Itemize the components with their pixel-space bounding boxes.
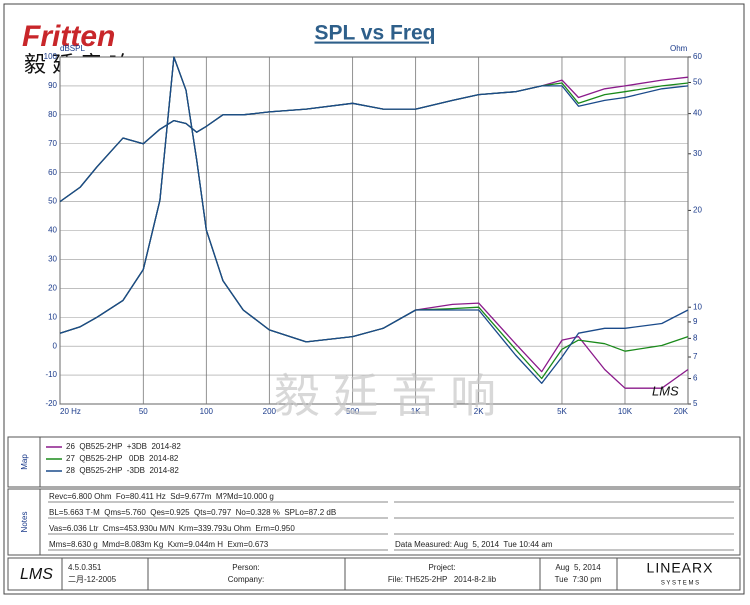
x-tick-label: 500 — [346, 407, 360, 416]
y-tick-label: 80 — [48, 110, 57, 119]
version: 4.5.0.351 — [68, 563, 102, 572]
y2-tick-label: 6 — [693, 374, 698, 383]
y-tick-label: -10 — [45, 370, 57, 379]
project: Project: — [428, 563, 455, 572]
file: File: TH525-2HP 2014-8-2.lib — [388, 575, 497, 584]
y2-tick-label: 9 — [693, 317, 698, 326]
note-line: BL=5.663 T·M Qms=5.760 Qes=0.925 Qts=0.7… — [49, 508, 336, 517]
x-tick-label: 10K — [618, 407, 633, 416]
plot: -20 -10 0 10 20 30 40 50 60 70 80 90 100 5 6 7 8 9 10 20 30 4… — [44, 52, 703, 416]
legend-label: 27 QB525-2HP 0DB 2014-82 — [66, 454, 179, 463]
y-tick-label: 100 — [44, 52, 58, 61]
x-tick-label: 20K — [674, 407, 689, 416]
y-tick-label: 60 — [48, 168, 57, 177]
footer-dividers — [61, 558, 618, 590]
map-panel — [7, 436, 741, 488]
footer-logo: LMS — [20, 566, 53, 583]
watermark: 毅 廷 音 响 — [274, 370, 496, 422]
footer — [7, 557, 741, 591]
y2-tick-label: 5 — [693, 399, 698, 408]
y2-tick-label: 7 — [693, 352, 698, 361]
x-tick-label: 200 — [263, 407, 277, 416]
logo-brand: Fritten — [22, 20, 115, 53]
legend-label: 26 QB525-2HP +3DB 2014-82 — [66, 442, 181, 451]
y-tick-label: 90 — [48, 81, 57, 90]
build-date: 二月-12-2005 — [68, 575, 117, 584]
x-tick-label: 20 Hz — [60, 407, 81, 416]
notes-label: Notes — [20, 512, 29, 533]
series-line — [59, 56, 689, 384]
y2-tick-label: 20 — [693, 206, 702, 215]
y2-axis-label: Ohm — [670, 44, 688, 53]
measured-date: Data Measured: Aug 5, 2014 Tue 10:44 am — [395, 540, 553, 549]
x-tick-label: 1K — [411, 407, 421, 416]
date: Aug 5, 2014 — [555, 563, 601, 572]
y-tick-label: -20 — [45, 399, 57, 408]
y-axis-label: dBSPL — [60, 44, 85, 53]
brand-sub: S Y S T E M S — [661, 581, 699, 587]
y2-tick-label: 10 — [693, 302, 702, 311]
x-tick-label: 2K — [474, 407, 484, 416]
y2-tick-label: 30 — [693, 149, 702, 158]
time: Tue 7:30 pm — [555, 575, 602, 584]
brand: LINEARX — [647, 560, 714, 576]
legend: 26 QB525-2HP +3DB 2014-82 27 QB525-2HP 0D… — [46, 442, 181, 475]
y-tick-label: 40 — [48, 226, 57, 235]
y2-tick-label: 60 — [693, 52, 702, 61]
notes-panel — [7, 488, 741, 556]
map-label: Map — [20, 454, 29, 470]
y-tick-label: 0 — [53, 341, 58, 350]
note-rules — [48, 501, 734, 551]
y-tick-label: 30 — [48, 255, 57, 264]
legend-label: 28 QB525-2HP -3DB 2014-82 — [66, 466, 179, 475]
y-tick-label: 10 — [48, 312, 57, 321]
series-line — [59, 85, 689, 203]
person: Person: — [232, 563, 260, 572]
y-tick-label: 70 — [48, 139, 57, 148]
y-tick-label: 50 — [48, 197, 57, 206]
y-tick-label: 20 — [48, 283, 57, 292]
y2-tick-label: 40 — [693, 109, 702, 118]
x-tick-label: 5K — [557, 407, 567, 416]
note-line: Vas=6.036 Ltr Cms=453.930u M/N Krm=339.7… — [49, 524, 295, 533]
x-tick-label: 100 — [200, 407, 214, 416]
x-tick-label: 50 — [139, 407, 148, 416]
y2-tick-label: 8 — [693, 333, 698, 342]
note-line: Mms=8.630 g Mmd=8.083m Kg Kxm=9.044m H E… — [49, 540, 269, 549]
y2-tick-label: 50 — [693, 78, 702, 87]
note-line: Revc=6.800 Ohm Fo=80.411 Hz Sd=9.677m M?… — [49, 492, 274, 501]
chart-title: SPL vs Freq — [315, 22, 436, 45]
plot-stamp: LMS — [652, 383, 679, 398]
company: Company: — [228, 575, 264, 584]
